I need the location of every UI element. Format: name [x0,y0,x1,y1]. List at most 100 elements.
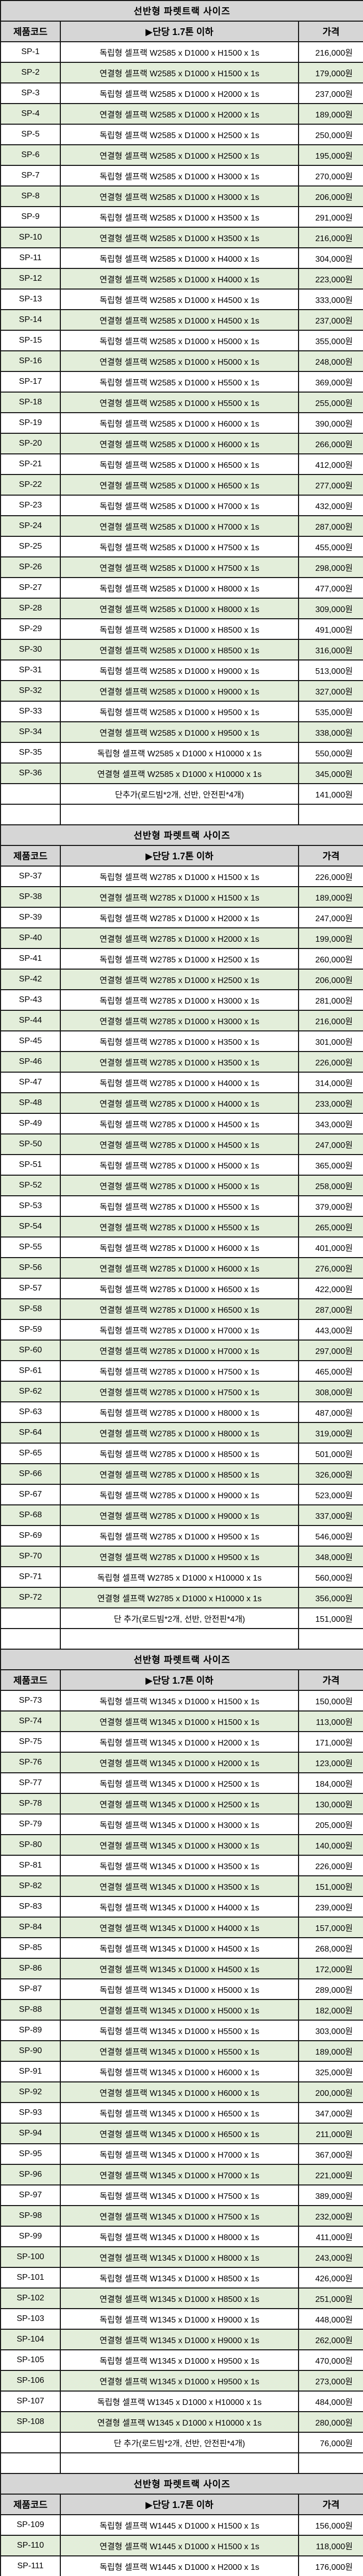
product-code-cell: SP-95 [0,2143,61,2165]
product-price-cell: 248,000원 [298,350,363,372]
product-code-cell: SP-5 [0,124,61,145]
product-code-cell: SP-37 [0,866,61,887]
table-title-row: 선반형 파렛트랙 사이즈 [0,0,363,22]
product-code-cell: SP-8 [0,185,61,207]
product-price-cell: 266,000원 [298,433,363,454]
table-row: SP-91 독립형 셀프랙 W1345 x D1000 x H6000 x 1s 3… [0,2061,363,2082]
spacer-row [0,2452,363,2474]
product-price-cell: 280,000원 [298,2411,363,2433]
table-row: SP-69 독립형 셀프랙 W2785 x D1000 x H9500 x 1s 5… [0,1525,363,1547]
table-row: SP-42 연결형 셀프랙 W2785 x D1000 x H2500 x 1s 2… [0,969,363,990]
product-spec-cell: 독립형 셀프랙 W2785 x D1000 x H5000 x 1s [60,1154,299,1176]
product-spec-cell: 독립형 셀프랙 W2785 x D1000 x H6000 x 1s [60,1236,299,1258]
product-spec-cell: 독립형 셀프랙 W2785 x D1000 x H4000 x 1s [60,1072,299,1093]
product-price-cell: 233,000원 [298,1092,363,1114]
table-row: SP-103 독립형 셀프랙 W1345 x D1000 x H9000 x 1s… [0,2308,363,2330]
product-code-cell: SP-12 [0,268,61,290]
table-row: SP-23 독립형 셀프랙 W2585 x D1000 x H7000 x 1s 4… [0,495,363,516]
product-spec-cell: 독립형 셀프랙 W2585 x D1000 x H6500 x 1s [60,453,299,475]
product-spec-cell: 연결형 셀프랙 W2785 x D1000 x H2500 x 1s [60,969,299,990]
product-code-cell: SP-72 [0,1587,61,1608]
product-code-cell: SP-53 [0,1195,61,1217]
product-spec-cell: 독립형 셀프랙 W1345 x D1000 x H1500 x 1s [60,1690,299,1711]
product-spec-cell: 독립형 셀프랙 W2785 x D1000 x H2000 x 1s [60,907,299,928]
table-row: SP-74 연결형 셀프랙 W1345 x D1000 x H1500 x 1s 1… [0,1710,363,1732]
product-code-cell: SP-68 [0,1504,61,1526]
table-row: SP-73 독립형 셀프랙 W1345 x D1000 x H1500 x 1s 1… [0,1690,363,1711]
table-row: SP-111 독립형 셀프랙 W1445 x D1000 x H2000 x 1s… [0,2555,363,2576]
table-row: SP-67 독립형 셀프랙 W2785 x D1000 x H9000 x 1s 5… [0,1484,363,1505]
product-code-cell: SP-11 [0,247,61,269]
table-row: SP-28 연결형 셀프랙 W2585 x D1000 x H8000 x 1s 3… [0,598,363,619]
product-spec-cell: 독립형 셀프랙 W1345 x D1000 x H5500 x 1s [60,2020,299,2041]
product-price-cell: 243,000원 [298,2246,363,2268]
product-code-cell: SP-2 [0,62,61,83]
table-row: SP-2 연결형 셀프랙 W2585 x D1000 x H1500 x 1s 17… [0,62,363,83]
product-price-cell: 226,000원 [298,1855,363,1876]
product-spec-cell: 독립형 셀프랙 W1345 x D1000 x H8500 x 1s [60,2267,299,2289]
table-row: SP-107 독립형 셀프랙 W1345 x D1000 x H10000 x 1… [0,2391,363,2412]
product-spec-cell: 연결형 셀프랙 W2785 x D1000 x H3000 x 1s [60,1010,299,1031]
product-code-cell: SP-48 [0,1092,61,1114]
product-code-cell: SP-110 [0,2535,61,2556]
product-price-cell: 199,000원 [298,927,363,949]
product-code-cell: SP-84 [0,1917,61,1938]
table-row: SP-71 독립형 셀프랙 W2785 x D1000 x H10000 x 1s… [0,1566,363,1588]
table-row: SP-59 독립형 셀프랙 W2785 x D1000 x H7000 x 1s 4… [0,1319,363,1341]
product-price-cell: 390,000원 [298,412,363,434]
product-price-cell: 422,000원 [298,1278,363,1299]
product-spec-cell: 독립형 셀프랙 W2785 x D1000 x H10000 x 1s [60,1566,299,1588]
product-code-cell: SP-21 [0,453,61,475]
spacer-cell [0,804,61,825]
table-row: SP-77 독립형 셀프랙 W1345 x D1000 x H2500 x 1s 1… [0,1772,363,1794]
product-code-cell: SP-19 [0,412,61,434]
product-price-cell: 200,000원 [298,2081,363,2103]
table-row: SP-64 연결형 셀프랙 W2785 x D1000 x H8000 x 1s 3… [0,1422,363,1444]
table-row: SP-95 독립형 셀프랙 W1345 x D1000 x H7000 x 1s 3… [0,2143,363,2165]
product-code-cell: SP-30 [0,639,61,660]
product-spec-cell: 연결형 셀프랙 W2785 x D1000 x H5000 x 1s [60,1175,299,1196]
product-price-cell: 273,000원 [298,2370,363,2392]
product-price-cell: 301,000원 [298,1030,363,1052]
product-code-cell: SP-34 [0,721,61,743]
table-row: SP-106 연결형 셀프랙 W1345 x D1000 x H9500 x 1s… [0,2370,363,2392]
product-code-cell: SP-93 [0,2102,61,2124]
table-row: SP-43 독립형 셀프랙 W2785 x D1000 x H3000 x 1s 2… [0,989,363,1011]
table-row: SP-101 독립형 셀프랙 W1345 x D1000 x H8500 x 1s… [0,2267,363,2289]
product-code-cell: SP-27 [0,577,61,599]
product-spec-cell: 독립형 셀프랙 W1345 x D1000 x H2000 x 1s [60,1731,299,1753]
table-row: SP-94 연결형 셀프랙 W1345 x D1000 x H6500 x 1s 2… [0,2123,363,2144]
note-empty-cell [0,783,61,805]
product-price-cell: 448,000원 [298,2308,363,2330]
product-spec-cell: 독립형 셀프랙 W2785 x D1000 x H3500 x 1s [60,1030,299,1052]
table-row: SP-97 독립형 셀프랙 W1345 x D1000 x H7500 x 1s 3… [0,2184,363,2206]
table-row: SP-52 연결형 셀프랙 W2785 x D1000 x H5000 x 1s 2… [0,1175,363,1196]
table-row: SP-47 독립형 셀프랙 W2785 x D1000 x H4000 x 1s 3… [0,1072,363,1093]
product-code-cell: SP-85 [0,1937,61,1959]
table-row: SP-18 연결형 셀프랙 W2585 x D1000 x H5500 x 1s 2… [0,392,363,413]
product-price-cell: 367,000원 [298,2143,363,2165]
table-row: SP-35 독립형 셀프랙 W2585 x D1000 x H10000 x 1s… [0,742,363,764]
product-spec-cell: 독립형 셀프랙 W1345 x D1000 x H4500 x 1s [60,1937,299,1959]
table-row: SP-93 독립형 셀프랙 W1345 x D1000 x H6500 x 1s 3… [0,2102,363,2124]
product-price-cell: 365,000원 [298,1154,363,1176]
product-code-cell: SP-89 [0,2020,61,2041]
product-price-cell: 523,000원 [298,1484,363,1505]
product-spec-cell: 연결형 셀프랙 W2785 x D1000 x H6500 x 1s [60,1298,299,1320]
product-spec-cell: 독립형 셀프랙 W1345 x D1000 x H7000 x 1s [60,2143,299,2165]
product-price-cell: 276,000원 [298,1257,363,1279]
spacer-cell [298,804,363,825]
product-spec-cell: 연결형 셀프랙 W1345 x D1000 x H4000 x 1s [60,1917,299,1938]
product-price-cell: 239,000원 [298,1896,363,1918]
product-code-cell: SP-107 [0,2391,61,2412]
table-row: SP-3 독립형 셀프랙 W2585 x D1000 x H2000 x 1s 23… [0,82,363,104]
product-spec-cell: 연결형 셀프랙 W2585 x D1000 x H3000 x 1s [60,185,299,207]
product-code-cell: SP-46 [0,1051,61,1073]
table-row: SP-29 독립형 셀프랙 W2585 x D1000 x H8500 x 1s 4… [0,618,363,640]
product-price-cell: 216,000원 [298,1010,363,1031]
extra-tier-note-row: 단추가(로드빔*2개, 선반, 안전핀*4개) 141,000원 [0,783,363,805]
table-row: SP-68 연결형 셀프랙 W2785 x D1000 x H9000 x 1s 3… [0,1504,363,1526]
product-spec-cell: 독립형 셀프랙 W1345 x D1000 x H6500 x 1s [60,2102,299,2124]
product-spec-cell: 독립형 셀프랙 W2585 x D1000 x H5000 x 1s [60,330,299,351]
